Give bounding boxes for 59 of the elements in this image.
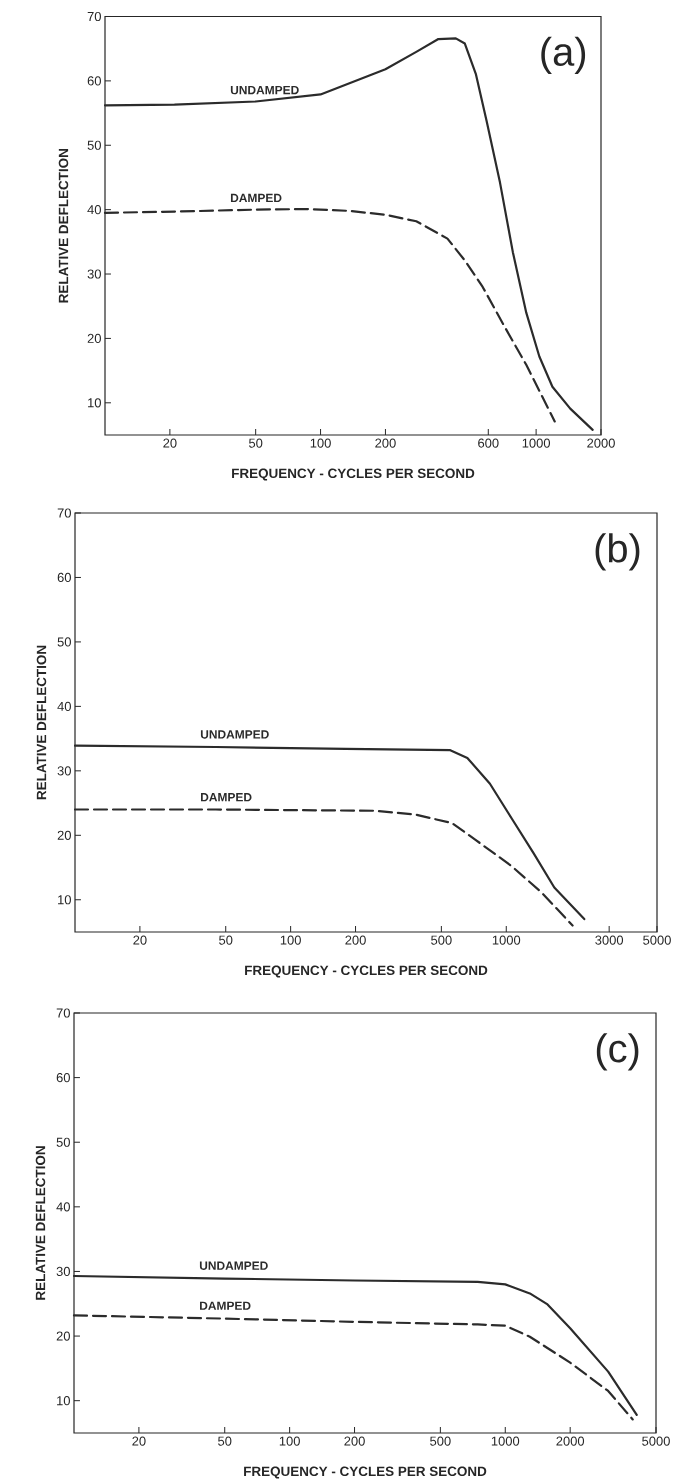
y-tick-label: 60	[56, 1073, 71, 1083]
y-tick-label: 40	[57, 701, 72, 711]
y-tick-label: 20	[57, 830, 72, 840]
x-tick-label: 100	[279, 1436, 301, 1446]
x-tick-label: 1000	[493, 935, 521, 945]
x-tick-label: 500	[430, 1436, 451, 1446]
y-tick-label: 10	[88, 398, 102, 408]
x-tick-label: 50	[219, 935, 233, 945]
x-tick-label: 5000	[643, 935, 672, 945]
annotation: (a)	[541, 36, 586, 74]
y-tick-label: 60	[57, 572, 72, 583]
x-tick-label: 3000	[595, 935, 624, 945]
series-label: DAMPED	[200, 1301, 251, 1310]
y-tick-label: 20	[56, 1331, 71, 1341]
y-axis-title: RELATIVE DEFLECTION	[36, 645, 47, 800]
x-tick-label: 200	[344, 1436, 365, 1446]
x-axis-title: FREQUENCY - CYCLES PER SECOND	[244, 1466, 487, 1479]
annotation: (b)	[595, 533, 640, 571]
y-tick-label: 10	[58, 895, 72, 905]
x-tick-label: 2000	[556, 1436, 585, 1446]
y-tick-label: 20	[87, 333, 102, 343]
x-tick-label: 2000	[587, 438, 616, 448]
y-tick-label: 10	[57, 1396, 71, 1406]
series-label: DAMPED	[201, 793, 252, 802]
x-tick-label: 600	[478, 438, 499, 448]
x-axis-title: FREQUENCY - CYCLES PER SECOND	[245, 965, 488, 978]
y-tick-label: 30	[56, 1266, 71, 1277]
y-tick-label: 60	[87, 76, 102, 86]
y-tick-label: 70	[56, 1008, 71, 1018]
series-label: UNDAMPED	[231, 85, 299, 95]
x-tick-label: 20	[133, 935, 147, 945]
x-tick-label: 100	[280, 935, 302, 945]
x-axis-title: FREQUENCY - CYCLES PER SECOND	[232, 468, 475, 481]
y-tick-label: 50	[87, 140, 102, 150]
y-tick-label: 40	[56, 1202, 71, 1212]
x-tick-label: 50	[218, 1436, 232, 1446]
x-tick-label: 50	[249, 438, 263, 448]
series-label: UNDAMPED	[201, 730, 269, 739]
y-axis-title: RELATIVE DEFLECTION	[35, 1146, 46, 1300]
x-tick-label: 200	[375, 438, 396, 448]
x-tick-label: 1000	[492, 1436, 520, 1446]
series-label: UNDAMPED	[200, 1261, 268, 1270]
y-tick-label: 70	[87, 11, 102, 22]
annotation: (c)	[596, 1033, 639, 1071]
y-tick-label: 70	[57, 508, 72, 518]
x-tick-label: 20	[132, 1436, 146, 1446]
y-tick-label: 30	[87, 269, 102, 279]
x-tick-label: 200	[345, 935, 366, 945]
y-tick-label: 50	[56, 1137, 71, 1147]
x-tick-label: 20	[163, 438, 177, 448]
x-tick-label: 5000	[642, 1436, 671, 1446]
y-tick-label: 50	[57, 637, 72, 647]
series-label: DAMPED	[231, 193, 282, 203]
x-tick-label: 1000	[522, 438, 551, 448]
y-tick-label: 40	[87, 205, 102, 215]
y-tick-label: 30	[57, 766, 72, 776]
x-tick-label: 100	[310, 438, 331, 448]
x-tick-label: 500	[431, 935, 452, 945]
y-axis-title: RELATIVE DEFLECTION	[58, 149, 69, 303]
